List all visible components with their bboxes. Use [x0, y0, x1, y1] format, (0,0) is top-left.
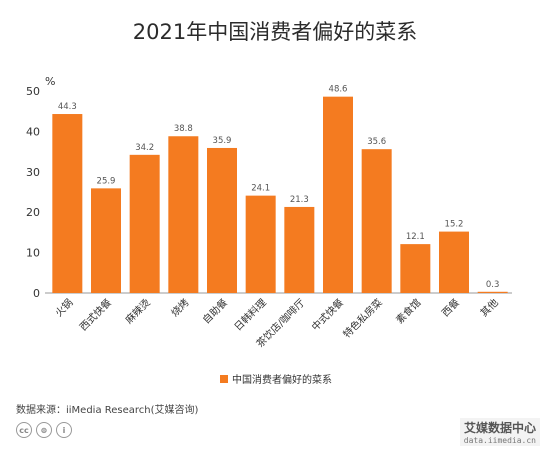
x-tick-label: 烧烤 [168, 296, 191, 319]
bar [52, 114, 83, 293]
brand-url: data.iimedia.cn [463, 436, 536, 445]
data-label: 24.1 [251, 184, 270, 194]
bar [245, 195, 276, 293]
data-label: 34.2 [135, 143, 154, 153]
bars [52, 96, 508, 293]
data-label: 25.9 [97, 176, 116, 186]
bar [284, 206, 315, 293]
x-tick-label: 麻辣烫 [122, 296, 152, 326]
y-tick-label: 10 [26, 247, 40, 260]
legend: 中国消费者偏好的菜系 [220, 371, 332, 386]
y-tick-label: 0 [33, 287, 40, 300]
x-tick-label: 素食馆 [393, 296, 423, 326]
x-tick-label: 火锅 [53, 297, 76, 320]
y-tick-label: 30 [26, 166, 40, 179]
bar [323, 96, 353, 293]
x-tick-label: 中式快餐 [309, 296, 346, 333]
by-icon: ⊜ [36, 422, 52, 438]
bar [129, 154, 160, 293]
bar [207, 147, 237, 293]
bar [168, 136, 199, 293]
data-label: 15.2 [445, 220, 464, 230]
x-tick-label: 自助餐 [200, 296, 230, 326]
data-label: 35.9 [213, 136, 232, 146]
y-axis: 0 10 20 30 40 50 [26, 85, 40, 300]
chart-title: 2021年中国消费者偏好的菜系 [132, 20, 418, 44]
bar [91, 188, 121, 293]
data-label: 12.1 [406, 232, 425, 242]
x-tick-label: 其他 [477, 296, 500, 319]
x-tick-label: 西式快餐 [77, 296, 114, 333]
data-label: 0.3 [486, 280, 500, 290]
data-label: 44.3 [58, 102, 77, 112]
source-note: 数据来源：iiMedia Research(艾媒咨询) [16, 405, 199, 416]
brand-logo: 艾媒数据中心 data.iimedia.cn [459, 418, 540, 446]
bar [477, 291, 508, 293]
bar [400, 244, 431, 293]
license-icons: cc ⊜ i [16, 422, 72, 438]
x-tick-label: 西餐 [439, 296, 462, 319]
x-axis: 火锅 西式快餐 麻辣烫 烧烤 自助餐 日韩料理茶饮店/咖啡厅 中式快餐特色私房菜 素食馆 西餐其… [53, 296, 501, 350]
y-tick-label: 50 [26, 85, 40, 98]
data-label: 21.3 [290, 195, 309, 205]
bar [439, 231, 469, 293]
cc-icon: cc [16, 422, 32, 438]
data-label: 48.6 [329, 85, 348, 95]
data-label: 35.6 [367, 137, 386, 147]
info-icon: i [56, 422, 72, 438]
brand-name: 艾媒数据中心 [463, 421, 536, 435]
legend-label: 中国消费者偏好的菜系 [232, 375, 332, 386]
data-label: 38.8 [174, 124, 193, 134]
bar [361, 149, 392, 293]
x-tick-label: 日韩料理 [231, 296, 268, 333]
y-axis-unit-label: % [45, 75, 55, 88]
x-tick-label: 特色私房菜 [340, 296, 385, 341]
value-labels: 44.3 25.9 34.2 38.8 35.9 24.1 21.3 48.6 35.6 12.1… [58, 85, 500, 290]
y-tick-label: 20 [26, 206, 40, 219]
legend-swatch [220, 374, 228, 383]
y-tick-label: 40 [26, 125, 40, 138]
